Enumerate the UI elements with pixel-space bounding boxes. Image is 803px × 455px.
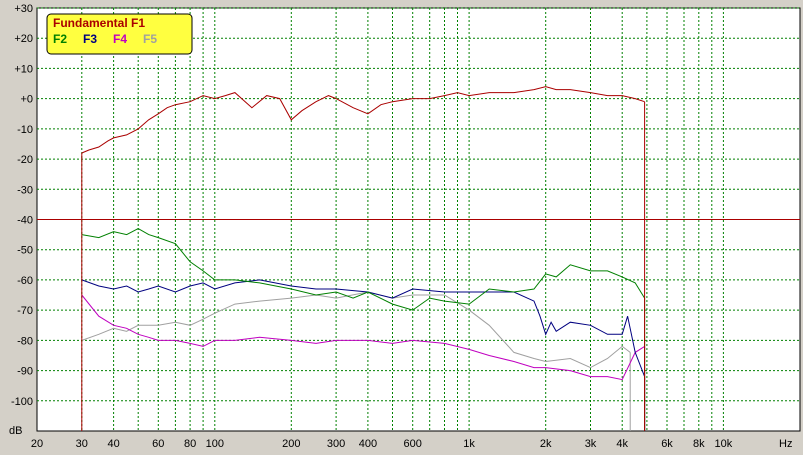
x-tick-label: 3k [585,438,597,450]
x-tick-label: 60 [152,438,164,450]
y-tick-label: -90 [17,366,33,378]
legend-item-f2: F2 [53,32,67,46]
x-tick-label: 200 [282,438,300,450]
x-tick-label: 30 [76,438,88,450]
series-line-f4 [81,294,645,381]
legend: Fundamental F1 F2 F3 F4 F5 [46,13,193,55]
x-tick-label: 4k [616,438,628,450]
x-axis-label: Hz [779,438,792,450]
y-tick-label: -30 [17,184,33,196]
x-tick-label: 40 [107,438,119,450]
y-tick-label: -70 [17,305,33,317]
y-tick-label: +20 [14,33,33,45]
x-tick-label: 100 [206,438,224,450]
grid [37,7,800,431]
x-tick-label: 10k [715,438,733,450]
legend-item-f3: F3 [83,32,97,46]
y-tick-label: -20 [17,154,33,166]
legend-box [46,13,193,55]
legend-item-f5: F5 [143,32,157,46]
y-tick-label: -100 [11,396,33,408]
x-tick-label: 80 [184,438,196,450]
series-line-f2 [81,228,646,311]
x-tick-label: 600 [404,438,422,450]
y-tick-label: +10 [14,63,33,75]
x-tick-label: 2k [540,438,552,450]
series-line-f3 [81,279,646,377]
x-tick-label: 20 [31,438,43,450]
y-tick-labels: +30 +20 +10 +0 -10 -20 -30 -40 -50 -60 -70 -80 -90 -1… [11,3,33,408]
y-tick-label: -40 [17,215,33,227]
y-tick-label: -10 [17,124,33,136]
x-tick-label: 1k [463,438,475,450]
legend-title: Fundamental F1 [53,16,145,30]
x-tick-label: 6k [661,438,673,450]
x-tick-label: 400 [359,438,377,450]
series-line-fundamental-f1 [81,86,645,154]
y-tick-label: -80 [17,335,33,347]
series-layer [81,86,646,431]
legend-item-f4: F4 [113,32,127,46]
x-tick-labels: 20 30 40 60 80 100 200 300 400 600 1k 2k 3k 4k 6k 8k 10k [31,438,733,450]
y-tick-label: +30 [14,3,33,15]
y-tick-label: -60 [17,275,33,287]
y-tick-label: +0 [20,94,33,106]
y-tick-label: -50 [17,245,33,257]
x-tick-label: 8k [693,438,705,450]
y-axis-label: dB [9,425,22,437]
x-tick-label: 300 [327,438,345,450]
series-line-f5 [81,291,631,369]
